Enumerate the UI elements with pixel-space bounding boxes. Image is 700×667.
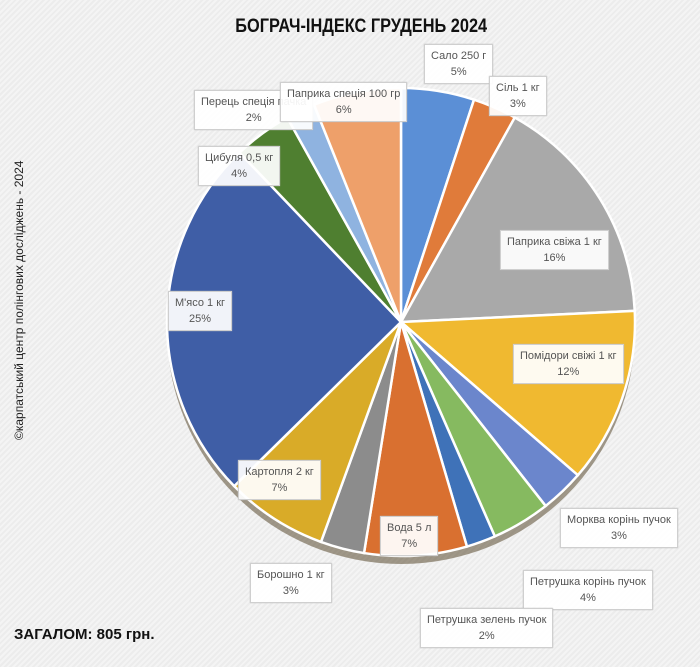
data-label-name: Сало 250 г	[431, 50, 487, 62]
data-label: Борошно 1 кг 3%	[250, 563, 332, 603]
data-label: Вода 5 л 7%	[380, 516, 439, 556]
data-label-value: 7%	[401, 538, 418, 550]
data-label-name: Петрушка корінь пучок	[530, 576, 646, 588]
data-label: Морква корінь пучок 3%	[560, 508, 678, 548]
pie-slice	[165, 150, 403, 488]
data-label-value: 3%	[509, 98, 526, 110]
data-label: Помідори свіжі 1 кг 12%	[513, 344, 624, 384]
data-label-value: 7%	[271, 482, 288, 494]
data-label: Цибуля 0,5 кг 4%	[198, 146, 281, 186]
data-label-name: Паприка спеція 100 гр	[287, 88, 401, 100]
data-label: Сало 250 г 5%	[424, 44, 494, 84]
data-label: Петрушка корінь пучок 4%	[523, 570, 653, 610]
data-label-name: Цибуля 0,5 кг	[205, 152, 274, 164]
data-label-value: 16%	[543, 252, 566, 264]
data-label-name: Борошно 1 кг	[257, 569, 325, 581]
data-label-value: 3%	[610, 530, 627, 542]
data-label: Паприка свіжа 1 кг 16%	[500, 230, 609, 270]
data-label-value: 3%	[282, 585, 299, 597]
data-label-name: Сіль 1 кг	[496, 82, 540, 94]
data-label-value: 4%	[579, 592, 596, 604]
data-label-name: Вода 5 л	[387, 522, 432, 534]
data-label-value: 25%	[188, 313, 212, 325]
pie-slice	[398, 115, 637, 324]
data-label-name: Помідори свіжі 1 кг	[520, 350, 617, 362]
data-label-name: М'ясо 1 кг	[175, 297, 226, 309]
data-label-value: 6%	[335, 104, 352, 116]
chart-title: БОГРАЧ-ІНДЕКС ГРУДЕНЬ 2024	[235, 16, 488, 37]
data-label: Петрушка зелень пучок 2%	[420, 608, 554, 648]
data-label: М'ясо 1 кг 25%	[168, 291, 233, 331]
data-label-name: Петрушка зелень пучок	[427, 614, 547, 626]
data-label: Сіль 1 кг 3%	[489, 76, 547, 116]
data-label: Картопля 2 кг 7%	[238, 460, 321, 500]
data-label-value: 12%	[557, 366, 580, 378]
data-label-value: 5%	[450, 66, 467, 78]
data-label-name: Морква корінь пучок	[567, 514, 671, 526]
data-label-name: Картопля 2 кг	[245, 466, 314, 478]
data-label-name: Паприка свіжа 1 кг	[507, 236, 602, 248]
data-label: Паприка спеція 100 гр 6%	[280, 82, 408, 122]
total-text: ЗАГАЛОМ: 805 грн.	[14, 626, 155, 643]
data-label-value: 2%	[245, 112, 262, 124]
data-label-value: 4%	[231, 168, 248, 180]
data-label-value: 2%	[478, 630, 495, 642]
